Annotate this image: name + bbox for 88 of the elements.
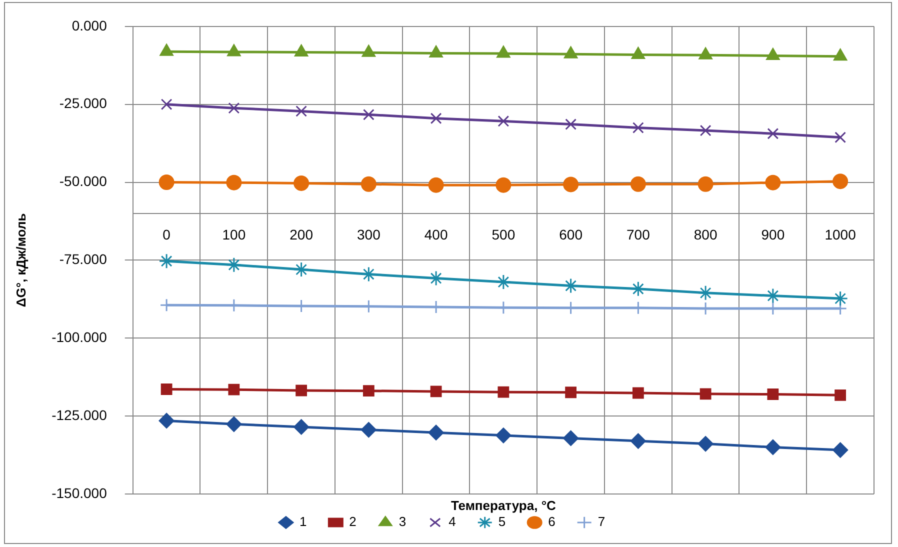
point bbox=[430, 112, 442, 124]
point bbox=[767, 128, 779, 140]
point bbox=[565, 118, 577, 130]
point bbox=[631, 47, 645, 60]
point bbox=[834, 132, 846, 144]
point bbox=[832, 290, 848, 306]
point bbox=[294, 175, 310, 191]
point bbox=[834, 389, 846, 401]
point bbox=[498, 386, 510, 398]
legend-label: 7 bbox=[598, 514, 606, 530]
point bbox=[428, 177, 444, 193]
x-tick-label: 300 bbox=[357, 226, 381, 243]
y-axis-title: ΔG°, кДж/моль bbox=[13, 213, 28, 308]
y-tick-label: -25.000 bbox=[59, 95, 108, 112]
x-axis-title: Температура, °C bbox=[450, 498, 557, 514]
x-tick-label: 700 bbox=[626, 226, 650, 243]
x-tick-label: 100 bbox=[222, 226, 246, 243]
point bbox=[294, 44, 308, 57]
x-tick-label: 800 bbox=[694, 226, 718, 243]
legend-label: 1 bbox=[299, 514, 307, 530]
x-tick-label: 400 bbox=[424, 226, 448, 243]
point bbox=[630, 281, 646, 297]
legend-label: 4 bbox=[448, 514, 456, 530]
point bbox=[564, 46, 578, 58]
point bbox=[700, 124, 712, 136]
point bbox=[632, 122, 644, 134]
point bbox=[766, 48, 780, 60]
point bbox=[296, 384, 308, 396]
point bbox=[428, 424, 444, 440]
point bbox=[429, 45, 443, 58]
point bbox=[834, 48, 848, 61]
x-tick-label: 0 bbox=[162, 226, 171, 243]
x-tick-label: 600 bbox=[559, 226, 583, 243]
point bbox=[700, 388, 712, 400]
legend-label: 3 bbox=[398, 514, 406, 530]
point bbox=[160, 44, 174, 56]
point bbox=[698, 436, 714, 452]
y-tick-label: -50.000 bbox=[59, 173, 108, 190]
point bbox=[496, 46, 510, 58]
point bbox=[296, 105, 308, 117]
x-tick-label: 1000 bbox=[824, 226, 856, 243]
x-tick-label: 500 bbox=[492, 226, 516, 243]
point bbox=[226, 257, 242, 273]
point bbox=[498, 115, 510, 127]
legend-label: 2 bbox=[349, 514, 356, 530]
point bbox=[226, 416, 242, 432]
point bbox=[360, 176, 376, 192]
point bbox=[430, 386, 442, 398]
point bbox=[228, 384, 240, 396]
y-tick-label: 0.000 bbox=[72, 17, 108, 34]
y-tick-label: -100.000 bbox=[52, 328, 108, 345]
x-tick-label: 900 bbox=[761, 226, 785, 243]
point bbox=[765, 439, 781, 455]
y-tick-label: -75.000 bbox=[59, 251, 108, 268]
point bbox=[362, 385, 374, 397]
point bbox=[565, 386, 577, 398]
point bbox=[496, 274, 512, 290]
legend-label: 6 bbox=[548, 514, 556, 530]
point bbox=[362, 108, 374, 120]
point bbox=[698, 47, 712, 60]
point bbox=[360, 422, 376, 438]
point bbox=[294, 262, 310, 278]
point bbox=[496, 428, 512, 444]
point bbox=[158, 174, 174, 190]
point bbox=[496, 177, 512, 193]
point bbox=[832, 442, 848, 458]
point bbox=[765, 174, 781, 190]
point bbox=[160, 98, 172, 110]
point bbox=[158, 412, 174, 428]
point bbox=[226, 174, 242, 190]
point bbox=[158, 253, 174, 269]
point bbox=[227, 44, 241, 56]
point bbox=[563, 176, 579, 192]
point bbox=[362, 44, 376, 57]
point bbox=[630, 176, 646, 192]
point bbox=[563, 430, 579, 446]
y-tick-label: -150.000 bbox=[52, 484, 108, 501]
point bbox=[630, 433, 646, 449]
y-tick-label: -125.000 bbox=[52, 406, 108, 423]
point bbox=[832, 174, 848, 190]
point bbox=[698, 176, 714, 192]
point bbox=[294, 419, 310, 435]
point bbox=[160, 384, 172, 395]
point bbox=[228, 102, 240, 114]
legend-label: 5 bbox=[498, 514, 506, 530]
point bbox=[632, 387, 644, 399]
point bbox=[767, 388, 779, 400]
x-tick-label: 200 bbox=[290, 226, 314, 243]
